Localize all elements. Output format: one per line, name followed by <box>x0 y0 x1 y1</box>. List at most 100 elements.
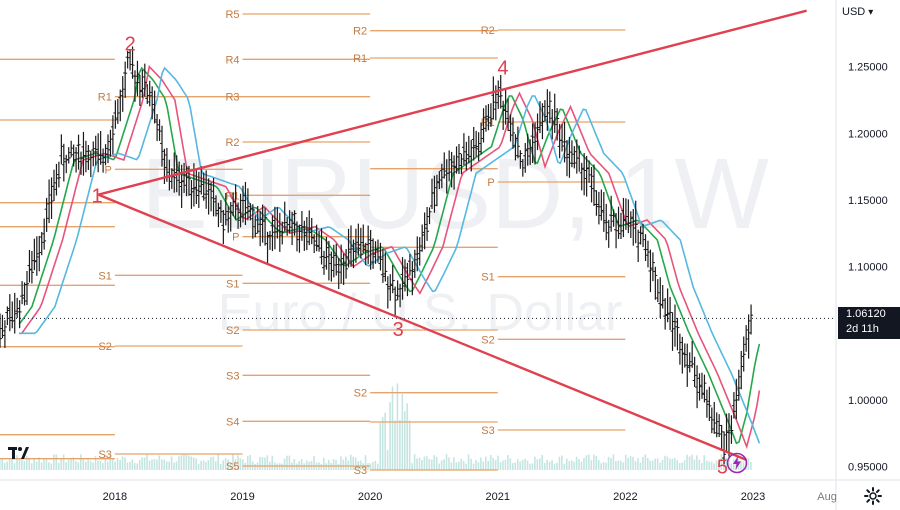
volume-bar <box>411 463 413 470</box>
volume-bar <box>210 457 212 470</box>
volume-bar <box>406 403 409 470</box>
volume-bar <box>624 454 627 470</box>
pivot-level-label: S1 <box>481 272 494 284</box>
volume-bar <box>342 459 345 470</box>
volume-bar <box>79 454 82 470</box>
currency-selector[interactable]: USD ▾ <box>842 3 896 21</box>
volume-bar <box>531 463 534 470</box>
pivot-level-label: S3 <box>226 370 239 382</box>
volume-bar <box>548 461 551 470</box>
volume-bar <box>349 454 352 470</box>
volume-bar <box>546 459 548 470</box>
volume-bar <box>185 454 188 470</box>
volume-bar <box>708 461 710 470</box>
volume-bar <box>288 455 291 470</box>
volume-bar <box>214 461 217 470</box>
volume-bar <box>732 459 735 470</box>
volume-bar <box>457 461 460 470</box>
volume-bar <box>435 456 438 470</box>
trendline-upper[interactable] <box>97 9 807 196</box>
volume-bar <box>617 460 620 470</box>
volume-bar <box>573 461 575 470</box>
time-axis-tick-label: 2019 <box>230 491 254 503</box>
volume-bar <box>146 454 148 470</box>
volume-bar <box>511 463 514 470</box>
price-axis-tick-label: 1.10000 <box>848 262 888 274</box>
volume-bar <box>408 420 411 470</box>
volume-bar <box>3 462 6 470</box>
volume-bar <box>534 456 536 470</box>
volume-bar <box>403 411 406 470</box>
volume-bar <box>313 456 315 470</box>
volume-bar <box>84 461 87 470</box>
volume-bar <box>102 463 104 470</box>
volume-bar <box>340 456 342 470</box>
volume-bar <box>87 458 89 470</box>
volume-bar <box>205 461 207 470</box>
volume-bar <box>92 462 94 470</box>
volume-bar <box>281 463 283 470</box>
volume-bar <box>556 462 558 470</box>
volume-bar <box>715 460 718 470</box>
volume-bar <box>460 458 463 470</box>
volume-bar <box>70 458 72 470</box>
volume-bar <box>276 463 278 470</box>
pivot-level-label: R1 <box>353 53 367 65</box>
volume-bar <box>710 461 713 470</box>
volume-bar <box>153 459 156 470</box>
volume-bar <box>6 461 8 470</box>
volume-bar <box>570 460 573 470</box>
volume-bar <box>421 460 423 470</box>
volume-bar <box>57 462 60 470</box>
volume-bar <box>568 461 571 470</box>
volume-bar <box>413 454 416 470</box>
volume-bar <box>148 460 151 470</box>
volume-bar <box>16 455 18 470</box>
volume-bar <box>116 457 119 470</box>
volume-bar <box>492 458 494 470</box>
volume-bar <box>541 454 544 470</box>
volume-bar <box>610 458 612 470</box>
volume-bar <box>509 458 512 470</box>
volume-bar <box>359 460 362 470</box>
volume-bar <box>89 460 92 470</box>
volume-bar <box>659 462 661 470</box>
tradingview-logo-icon[interactable] <box>6 440 32 466</box>
volume-bar <box>55 454 58 470</box>
volume-bar <box>678 463 681 470</box>
volume-bar <box>747 458 750 470</box>
volume-bar <box>438 463 440 470</box>
volume-bar <box>347 460 350 470</box>
pivot-level-label: S2 <box>481 334 494 346</box>
volume-bar <box>507 455 509 470</box>
volume-bar <box>217 454 220 470</box>
lightning-icon[interactable] <box>726 452 748 474</box>
volume-bar <box>494 460 497 470</box>
pivot-level-label: R1 <box>98 92 112 104</box>
volume-bar <box>158 455 161 470</box>
bar-countdown: 2d 11h <box>846 323 879 335</box>
volume-bar <box>477 462 480 470</box>
volume-bar <box>666 456 669 470</box>
gear-icon[interactable] <box>862 486 884 506</box>
volume-bar <box>497 455 499 470</box>
volume-bar <box>50 463 53 470</box>
volume-bar <box>673 457 676 470</box>
volume-bar <box>21 459 23 470</box>
volume-bar <box>696 455 698 470</box>
volume-bar <box>703 455 706 470</box>
volume-bar <box>644 454 647 470</box>
volume-bar <box>386 450 389 470</box>
volume-bar <box>241 459 244 470</box>
volume-bar <box>295 463 298 470</box>
volume-bar <box>401 393 404 470</box>
volume-bar <box>303 463 305 470</box>
volume-bar <box>62 454 65 470</box>
volume-bar <box>104 454 107 470</box>
volume-bar <box>632 456 634 470</box>
trendline-lower[interactable] <box>97 193 748 462</box>
volume-bar <box>664 455 666 470</box>
pivot-level-label: S1 <box>98 270 111 282</box>
